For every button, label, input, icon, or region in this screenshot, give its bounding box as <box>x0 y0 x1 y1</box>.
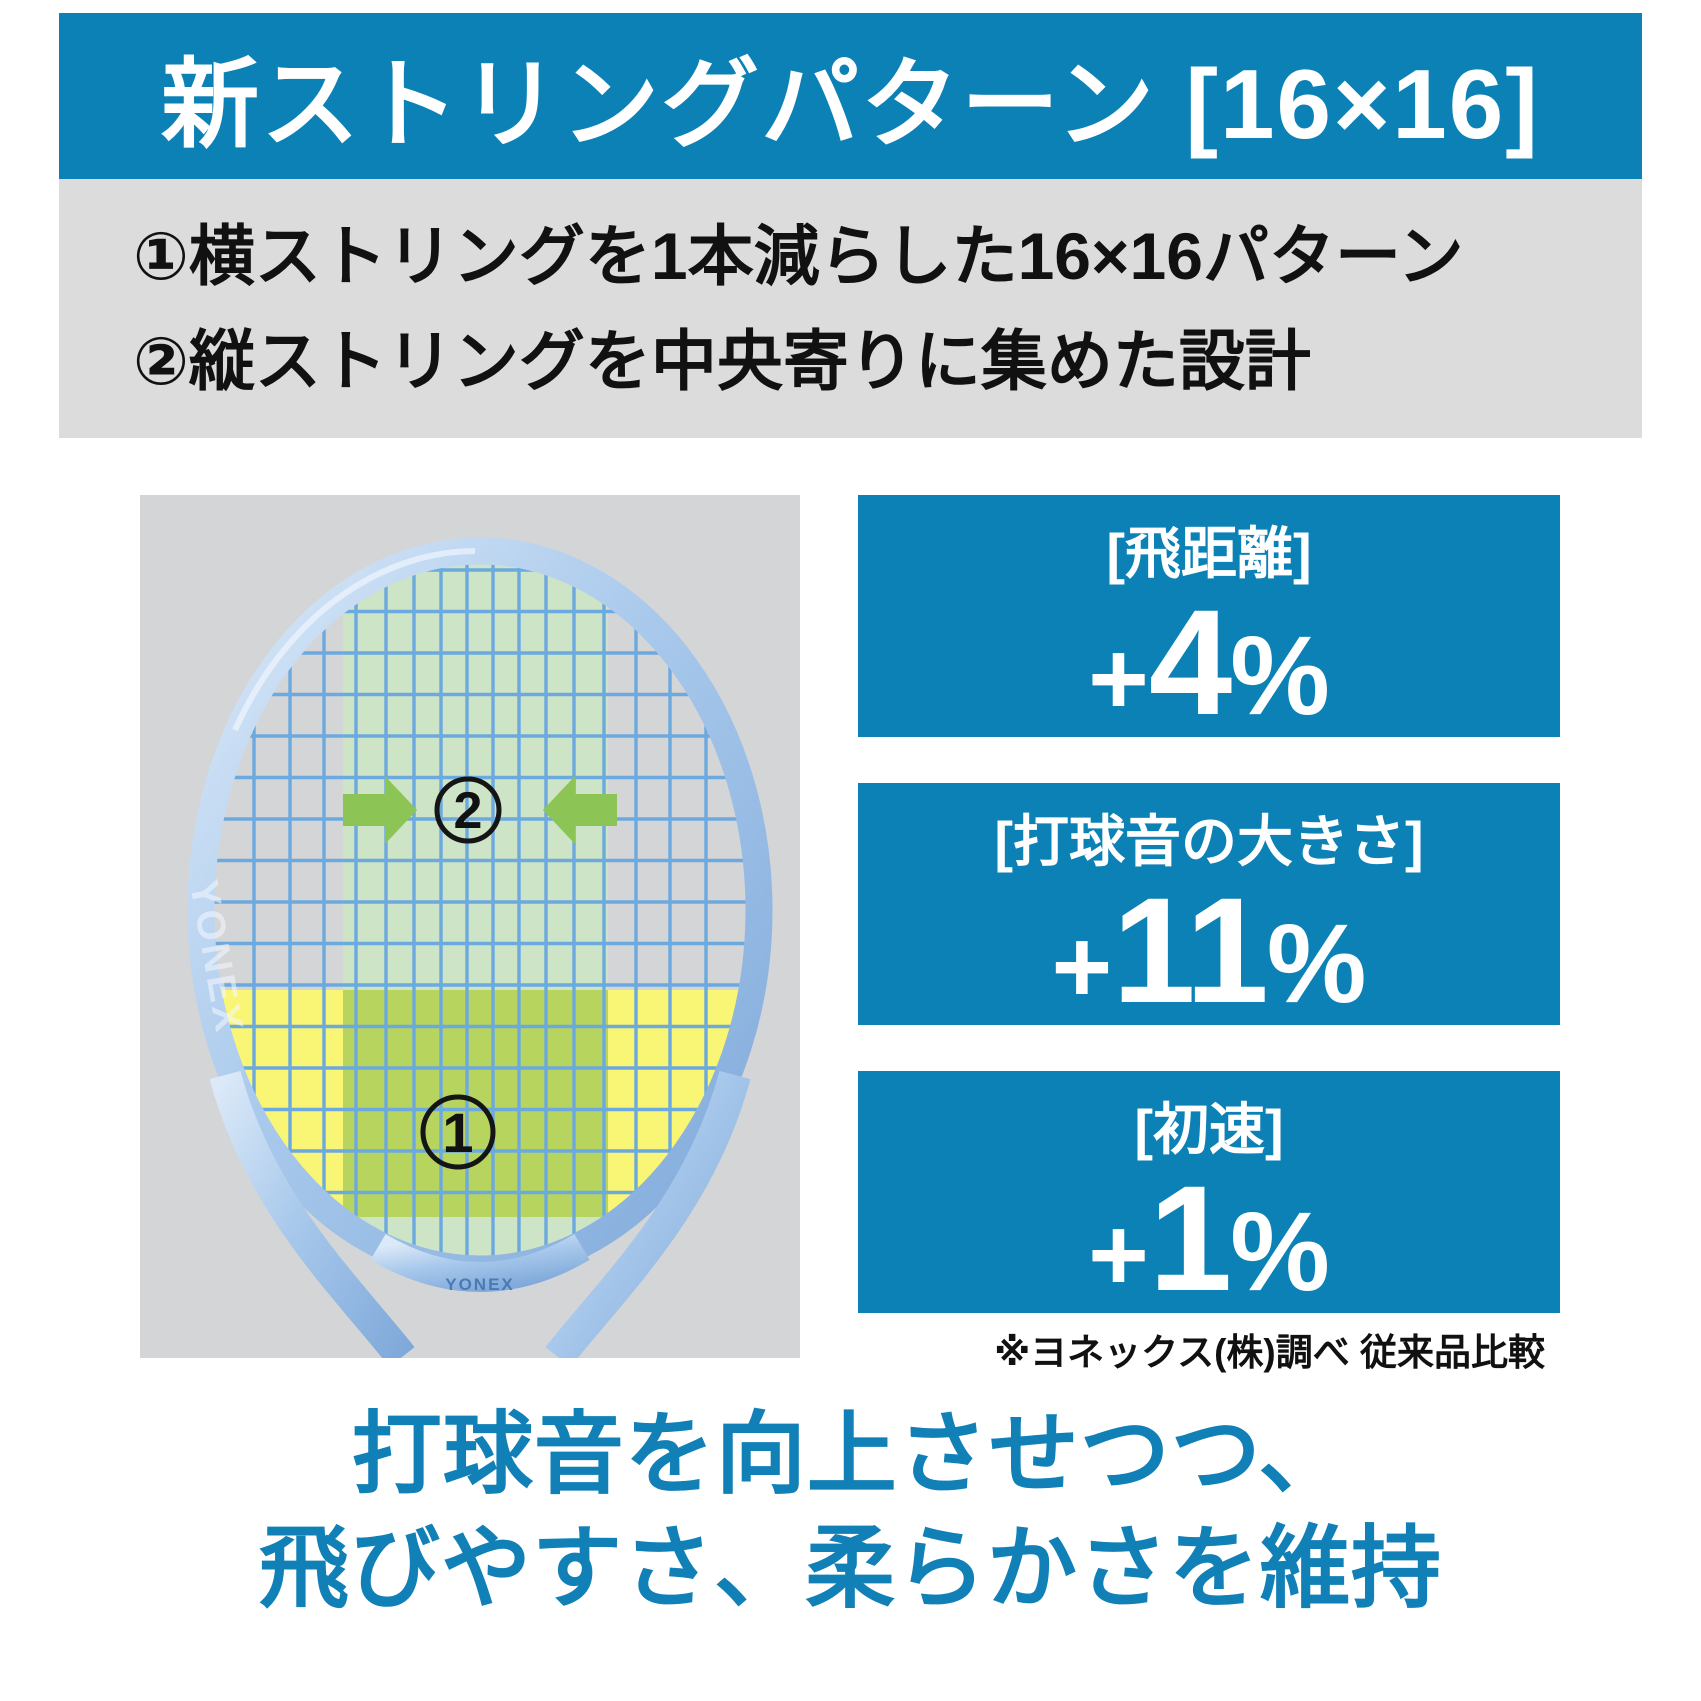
racket-bridge <box>370 1233 590 1292</box>
racket-svg: YONEX YONEX 2 1 <box>181 537 773 1358</box>
stat-card-initial-speed: [初速] +1% <box>858 1071 1560 1313</box>
stat-value: +4% <box>1088 577 1330 746</box>
racket-throat-left <box>209 1070 415 1358</box>
racket-throat-right <box>545 1070 751 1358</box>
headline: 打球音を向上させつつ、 飛びやすさ、柔らかさを維持 <box>0 1398 1701 1626</box>
banner: 新ストリングパターン [16×16] <box>59 13 1642 179</box>
banner-title: 新ストリングパターン [16×16] <box>161 49 1540 159</box>
intro-panel: ①横ストリングを1本減らした16×16パターン ②縦ストリングを中央寄りに集めた… <box>59 179 1642 438</box>
racket-frame-highlight <box>232 548 476 732</box>
marker-2-circle <box>434 776 502 844</box>
marker-2-number: 2 <box>454 782 483 840</box>
headline-line-1: 打球音を向上させつつ、 <box>351 1405 1350 1505</box>
stat-label: [飛距離] <box>1106 522 1312 585</box>
stat-value: +1% <box>1088 1153 1330 1322</box>
stat-card-sound: [打球音の大きさ] +11% <box>858 783 1560 1025</box>
headline-line-2: 飛びやすさ、柔らかさを維持 <box>259 1519 1442 1619</box>
arrow-left-icon <box>343 776 417 844</box>
marker-1-circle <box>420 1094 496 1170</box>
marker-1-number: 1 <box>442 1101 473 1164</box>
arrow-right-icon <box>543 776 617 844</box>
racket-logo: YONEX <box>445 1275 515 1294</box>
racket-photo: YONEX YONEX 2 1 <box>140 495 800 1358</box>
intro-line-1: ①横ストリングを1本減らした16×16パターン <box>133 218 1464 293</box>
footnote: ※ヨネックス(株)調べ 従来品比較 <box>994 1332 1545 1373</box>
stat-value: +11% <box>1051 865 1367 1034</box>
intro-line-2: ②縦ストリングを中央寄りに集めた設計 <box>133 323 1311 398</box>
string-bed <box>214 564 746 1256</box>
stat-card-distance: [飛距離] +4% <box>858 495 1560 737</box>
stat-label: [打球音の大きさ] <box>994 810 1424 873</box>
stat-label: [初速] <box>1134 1098 1284 1161</box>
